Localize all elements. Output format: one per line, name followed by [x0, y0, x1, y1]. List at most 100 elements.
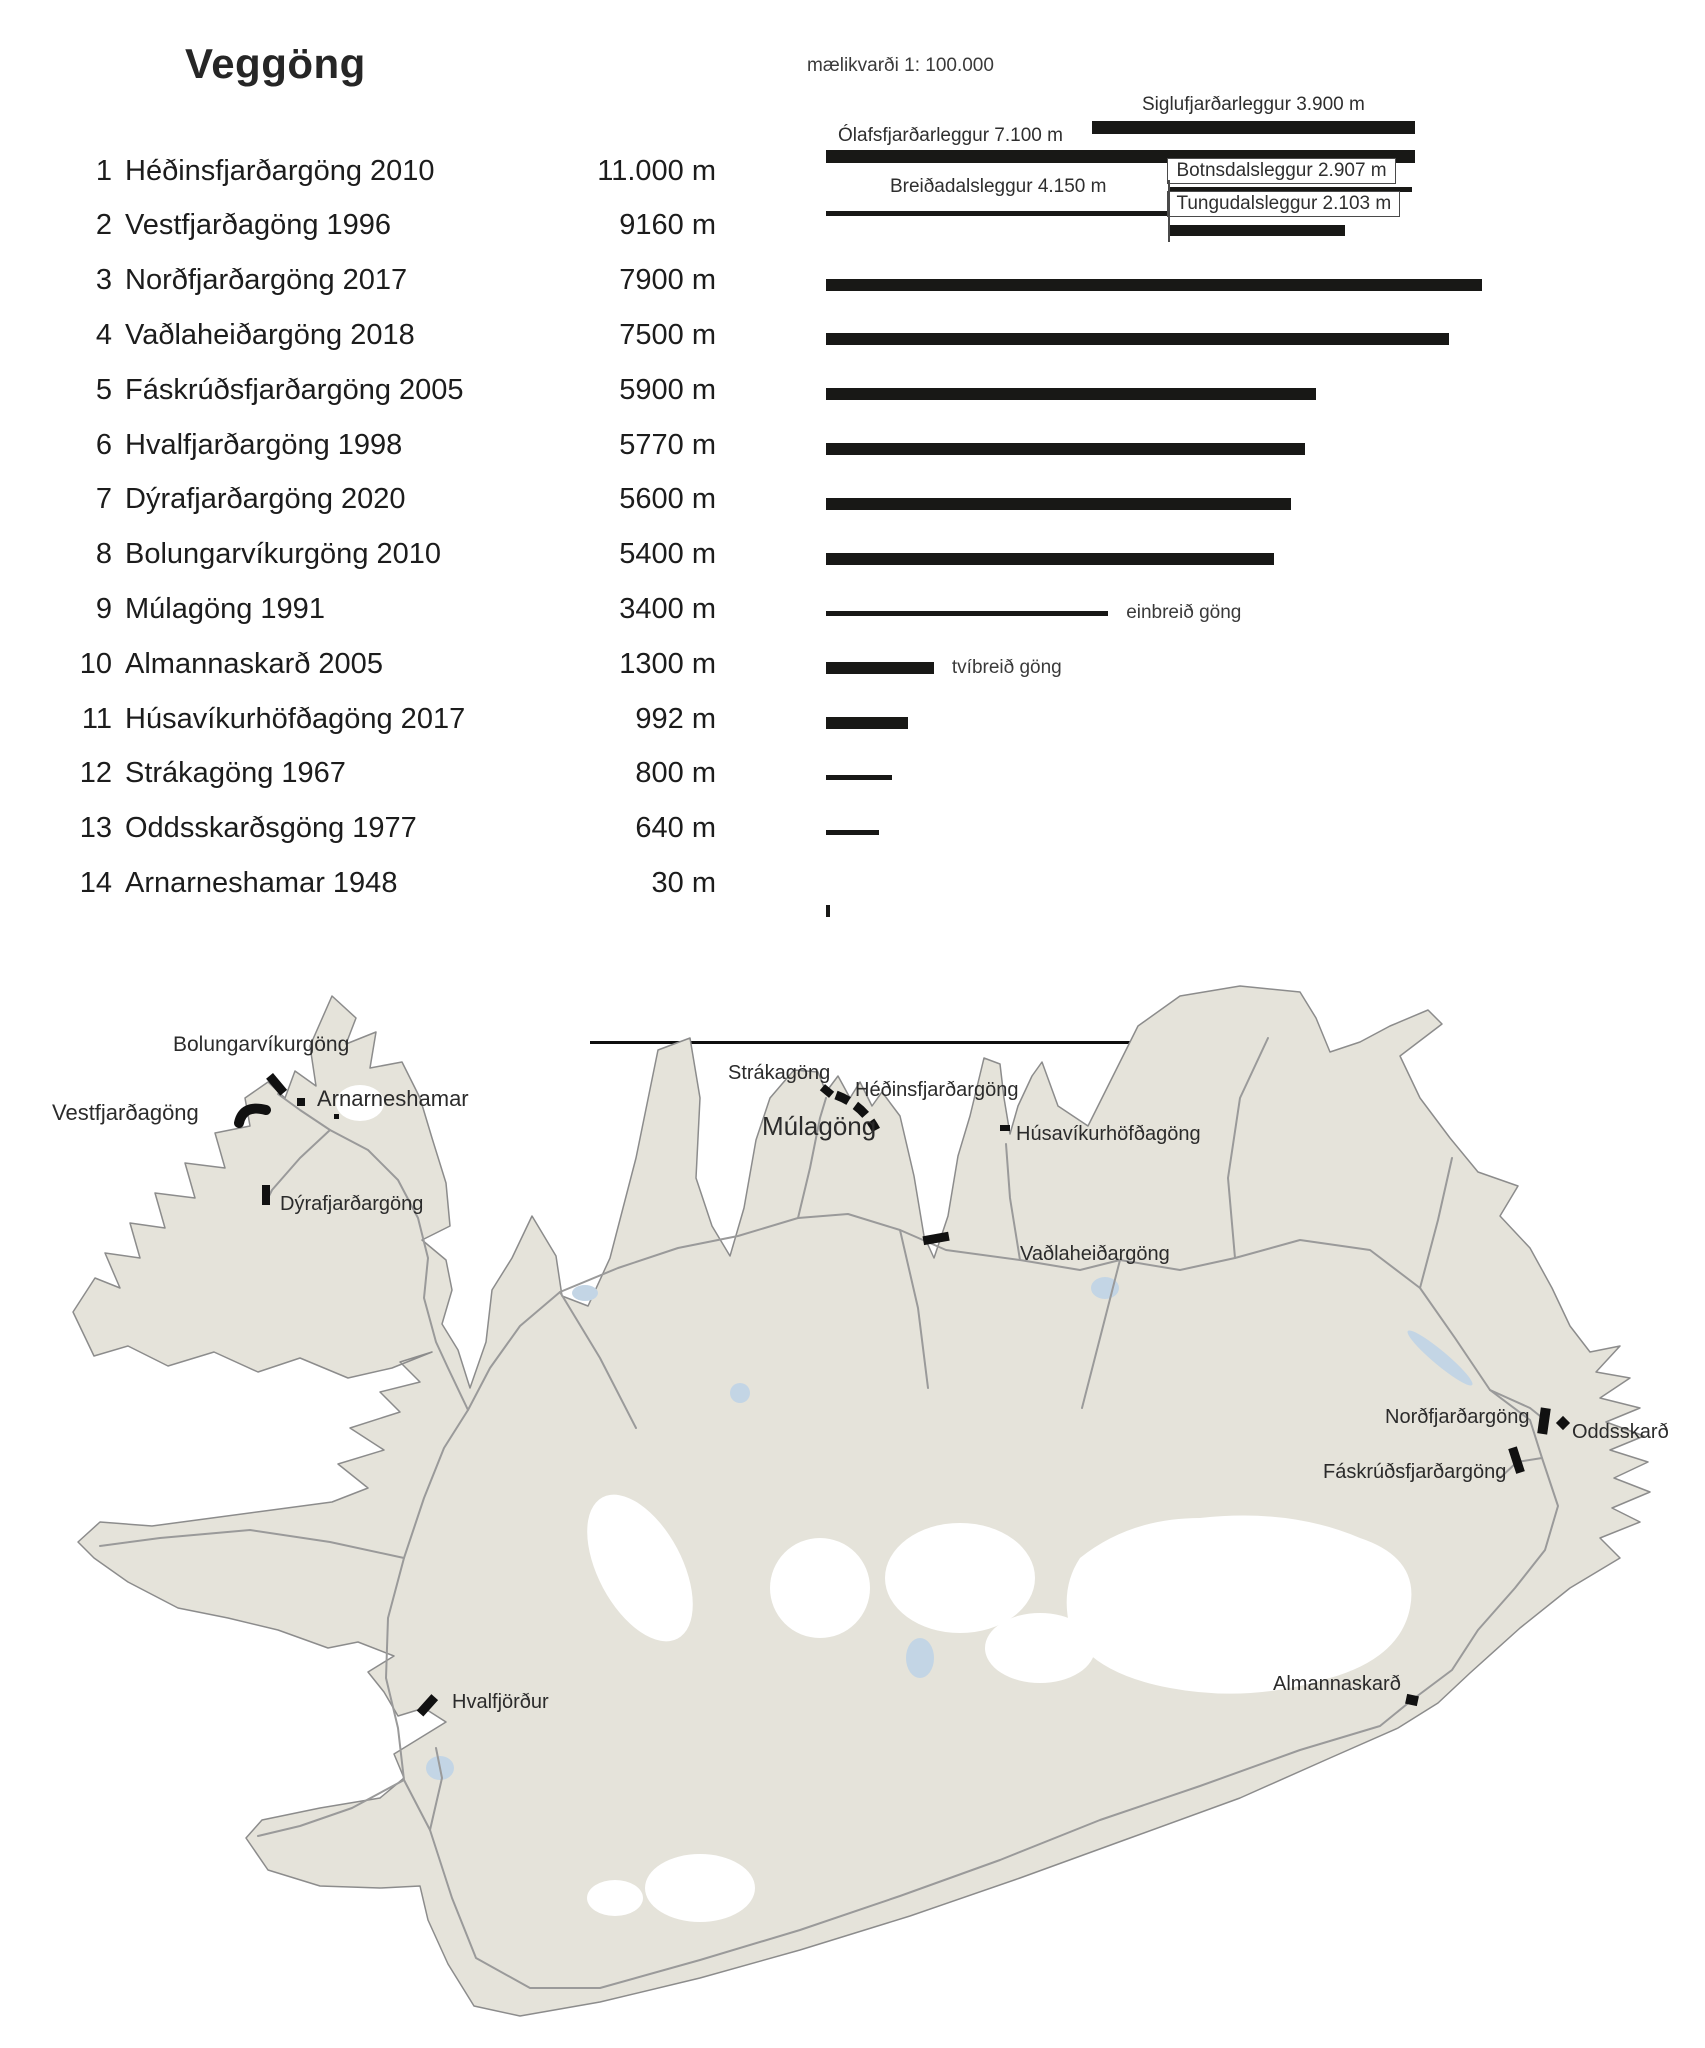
tunnel-list-row: 14 Arnarneshamar 1948 30 m	[60, 863, 716, 903]
tunnel-list-row: 12 Strákagöng 1967 800 m	[60, 754, 716, 794]
legend-double-lane: tvíbreið göng	[951, 657, 1062, 679]
tunnel-name-year: Almannaskarð 2005	[125, 647, 383, 680]
lake-hop	[572, 1285, 598, 1301]
tunnel-name-year: Oddsskarðsgöng 1977	[125, 812, 417, 845]
tunnel-number: 10	[79, 647, 112, 680]
marker-dyrafjardargong	[262, 1185, 270, 1205]
tunnel-number: 5	[95, 373, 112, 406]
tunnel-name-year: Norðfjarðargöng 2017	[125, 264, 408, 297]
bar-dýrafjarðargöng	[826, 497, 1291, 510]
marker-oddsskard	[1555, 1415, 1571, 1431]
tunnel-list-row: 7 Dýrafjarðargöng 2020 5600 m	[60, 480, 716, 520]
bar-múlagöng	[826, 610, 1109, 616]
tunnel-length: 5400 m	[619, 538, 716, 571]
marker-husavikurhofdagong	[1000, 1125, 1010, 1131]
map-label-mulagong: Múlagöng	[762, 1111, 876, 1141]
tunnel-length: 1300 m	[619, 647, 716, 680]
road-interior-west	[559, 1291, 637, 1429]
road-ring	[385, 1213, 1559, 1989]
tunnel-list-row: 5 Fáskrúðsfjarðargöng 2005 5900 m	[60, 370, 716, 410]
tunnel-list-row: 13 Oddsskarðsgöng 1977 640 m	[60, 809, 716, 849]
tunnel-name-year: Arnarneshamar 1948	[125, 866, 398, 899]
tunnel-length: 992 m	[635, 702, 716, 735]
page-title: Veggöng	[185, 40, 366, 87]
glacier-vatnajokull	[1066, 1515, 1412, 1694]
road-thingvellir	[429, 1747, 443, 1831]
marker-vestfjardagong	[234, 1103, 271, 1128]
marker-arnarneshamar-2	[334, 1114, 339, 1119]
tunnel-number: 1	[95, 154, 112, 187]
tunnel-name-year: Vaðlaheiðargöng 2018	[125, 318, 415, 351]
tunnel-name-year: Múlagöng 1991	[125, 592, 325, 625]
map-label-nordfjardargong: Norðfjarðargöng	[1385, 1406, 1530, 1428]
tunnel-list-row: 11 Húsavíkurhöfðagöng 2017 992 m	[60, 699, 716, 739]
tunnel-length: 30 m	[651, 866, 716, 899]
tunnel-number: 4	[95, 318, 112, 351]
bar-almannaskarð	[826, 662, 934, 675]
label-siglufjardarleggur: Siglufjarðarleggur 3.900 m	[1142, 94, 1365, 115]
tunnel-number: 14	[79, 866, 112, 899]
tunnel-number: 2	[95, 209, 112, 242]
tunnel-list-row: 1 Héðinsfjarðargöng 2010 11.000 m	[60, 151, 716, 191]
road-siglufjordur	[797, 1097, 827, 1219]
map-label-dyrafjardargong: Dýrafjarðargöng	[280, 1193, 423, 1215]
tunnel-list-row: 3 Norðfjarðargöng 2017 7900 m	[60, 261, 716, 301]
tunnel-length: 3400 m	[619, 592, 716, 625]
highland-white-area-2	[985, 1613, 1095, 1683]
map-label-husavikurhofdagong: Húsavíkurhöfðagöng	[1016, 1123, 1201, 1145]
road-interior-mid	[899, 1229, 929, 1389]
road-interior-east	[1081, 1259, 1121, 1409]
map-label-vestfjardagong: Vestfjarðagöng	[52, 1100, 199, 1125]
marker-faskrudsfjardargong	[1508, 1446, 1525, 1474]
road-northeast	[1227, 1037, 1269, 1259]
tunnel-length: 5900 m	[619, 373, 716, 406]
lake-blondulon	[730, 1383, 750, 1403]
tunnel-length: 5770 m	[619, 428, 716, 461]
tunnel-number: 6	[95, 428, 112, 461]
bar-bolungarvíkurgöng	[826, 552, 1275, 565]
label-tungudalsleggur: Tungudalsleggur 2.103 m	[1167, 191, 1401, 217]
highland-white-area	[885, 1523, 1035, 1633]
marker-bolungarvikurgong	[266, 1073, 288, 1096]
tunnel-list-row: 8 Bolungarvíkurgöng 2010 5400 m	[60, 535, 716, 575]
tunnel-name-year: Húsavíkurhöfðagöng 2017	[125, 702, 466, 735]
bar-strákagöng	[826, 775, 893, 781]
iceland-map: Bolungarvíkurgöng Vestfjarðagöng Arnarnesh…	[52, 985, 1669, 2017]
tunnel-name-year: Hvalfjarðargöng 1998	[125, 428, 403, 461]
tunnel-number: 3	[95, 264, 112, 297]
map-label-arnarneshamar: Arnarneshamar	[317, 1086, 469, 1111]
tunnel-number: 7	[95, 483, 112, 516]
road-network	[99, 1037, 1559, 1989]
tunnel-name-year: Héðinsfjarðargöng 2010	[125, 154, 435, 187]
tunnel-list-row: 4 Vaðlaheiðargöng 2018 7500 m	[60, 315, 716, 355]
lake-lagarfljot	[1407, 1330, 1473, 1386]
marker-almannaskard	[1405, 1693, 1419, 1707]
map-labels: Bolungarvíkurgöng Vestfjarðagöng Arnarnesh…	[52, 1033, 1669, 1713]
map-label-hedinsfjardargong: Héðinsfjarðargöng	[855, 1079, 1018, 1101]
map-label-faskrudsfjardargong: Fáskrúðsfjarðargöng	[1323, 1461, 1506, 1483]
tunnel-length: 9160 m	[619, 209, 716, 242]
bar-fáskrúðsfjarðargöng	[826, 388, 1316, 401]
road-snaefellsnes	[99, 1529, 405, 1559]
road-westfjords	[277, 1093, 469, 1411]
glacier-drangajokull	[336, 1085, 384, 1121]
bar-botnsdalsleggur	[1170, 187, 1412, 192]
glacier-myrdalsjokull	[645, 1854, 755, 1922]
marker-nordfjardargong	[1537, 1407, 1551, 1435]
bar-hvalfjarðargöng	[826, 443, 1305, 455]
tunnel-length: 5600 m	[619, 483, 716, 516]
legend-single-lane: einbreið göng	[1126, 602, 1242, 624]
tunnel-name-year: Fáskrúðsfjarðargöng 2005	[125, 373, 464, 406]
road-langanes	[1419, 1157, 1453, 1289]
tunnel-number: 11	[81, 702, 112, 735]
map-label-bolungarvikurgong: Bolungarvíkurgöng	[173, 1033, 349, 1056]
tunnel-name-year: Strákagöng 1967	[125, 757, 346, 790]
bar-breidadalsleggur	[826, 211, 1171, 216]
road-husavik	[1005, 1143, 1021, 1261]
label-botnsdalsleggur: Botnsdalsleggur 2.907 m	[1167, 158, 1396, 184]
tunnel-length: 800 m	[635, 757, 716, 790]
tunnel-name-year: Vestfjarðagöng 1996	[125, 209, 392, 242]
glacier-langjokull	[587, 1494, 693, 1642]
tunnel-number: 8	[95, 538, 112, 571]
tunnel-length: 7900 m	[619, 264, 716, 297]
